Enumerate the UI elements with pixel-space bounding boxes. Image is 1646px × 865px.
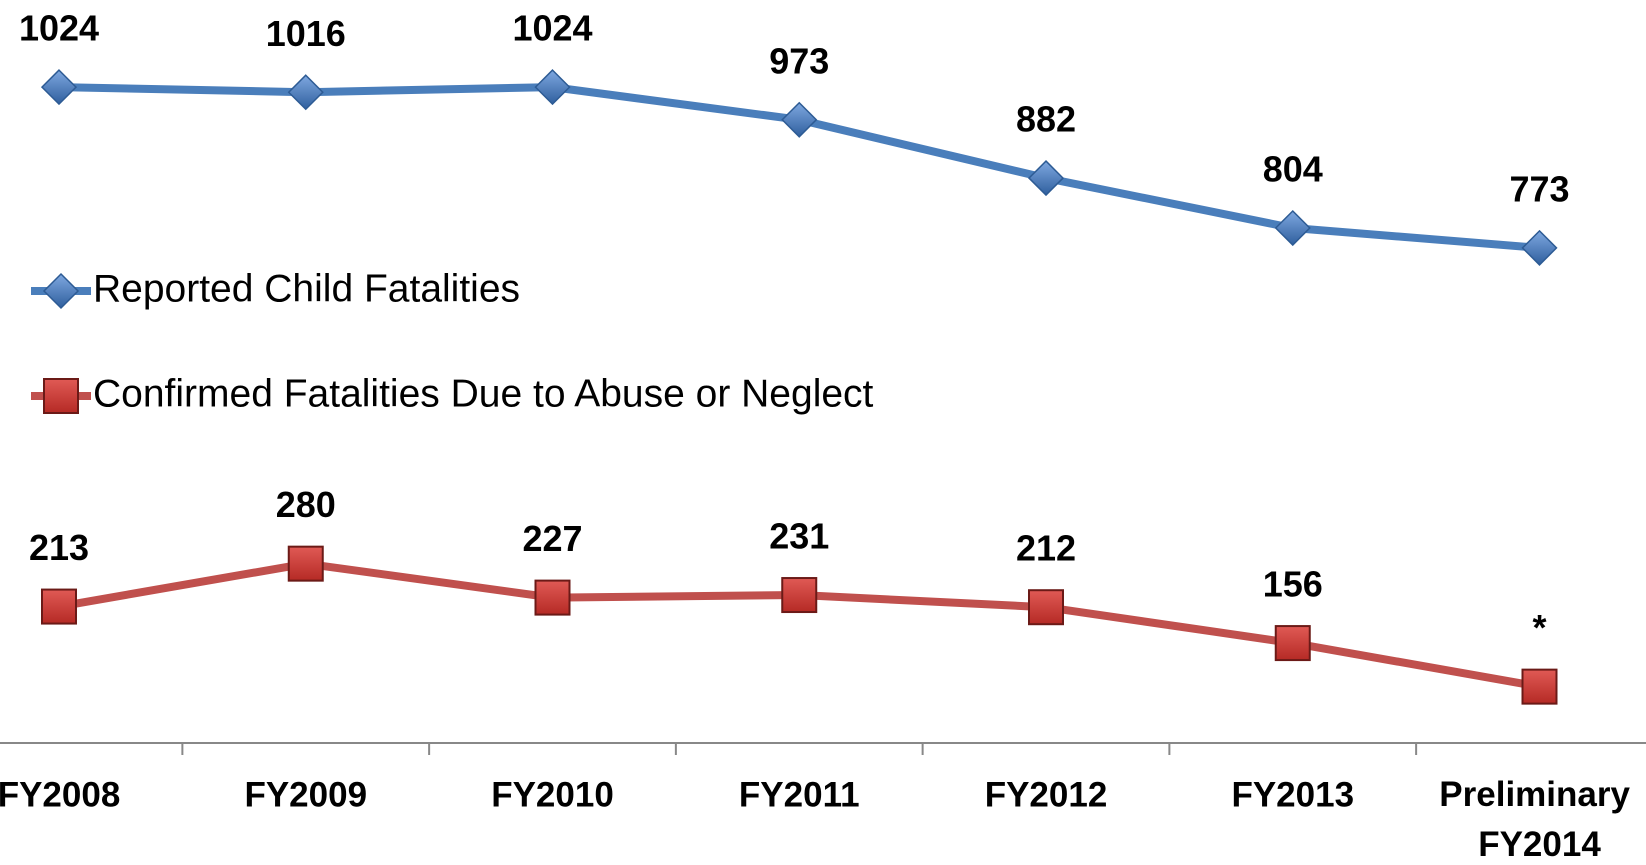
data-point	[781, 101, 818, 138]
data-label: 973	[769, 40, 829, 81]
data-point	[41, 588, 77, 625]
data-point	[534, 69, 571, 106]
x-tick-label: Preliminary FY2014	[1439, 775, 1639, 864]
x-tick-label: FY2008	[0, 775, 120, 814]
data-label: 212	[1016, 528, 1076, 569]
data-point	[1521, 668, 1558, 705]
legend-label: Reported Child Fatalities	[93, 267, 520, 310]
data-point	[1274, 209, 1311, 247]
data-label: 280	[276, 484, 336, 525]
data-label: 231	[769, 516, 829, 557]
data-point	[287, 74, 324, 111]
x-tick-label-line: FY2014	[1478, 825, 1601, 864]
data-label: 882	[1016, 99, 1076, 140]
data-label: 227	[522, 518, 582, 559]
x-tick-label: FY2013	[1231, 775, 1354, 814]
data-label: *	[1532, 607, 1546, 648]
legend-marker	[43, 378, 79, 414]
data-label: 1024	[19, 8, 99, 49]
x-tick-label: FY2012	[985, 775, 1108, 814]
legend-marker	[42, 272, 80, 310]
data-point	[287, 545, 324, 582]
data-point	[1521, 229, 1558, 266]
data-label: 804	[1263, 149, 1323, 190]
x-tick-label: FY2009	[244, 775, 367, 814]
data-point	[1274, 625, 1311, 662]
data-point	[534, 579, 571, 616]
data-label: 1024	[512, 8, 592, 49]
x-tick-label: FY2010	[491, 775, 614, 814]
data-label: 213	[29, 527, 89, 568]
x-tick-label: FY2011	[739, 775, 860, 814]
data-point	[1027, 160, 1065, 197]
data-point	[781, 577, 818, 614]
data-point	[1028, 589, 1064, 626]
data-point	[40, 69, 78, 106]
data-label: 773	[1509, 168, 1569, 209]
x-tick-label-line: Preliminary	[1439, 775, 1639, 814]
data-label: 1016	[266, 13, 346, 54]
legend-label: Confirmed Fatalities Due to Abuse or Neg…	[93, 372, 874, 415]
data-label: 156	[1263, 564, 1323, 605]
